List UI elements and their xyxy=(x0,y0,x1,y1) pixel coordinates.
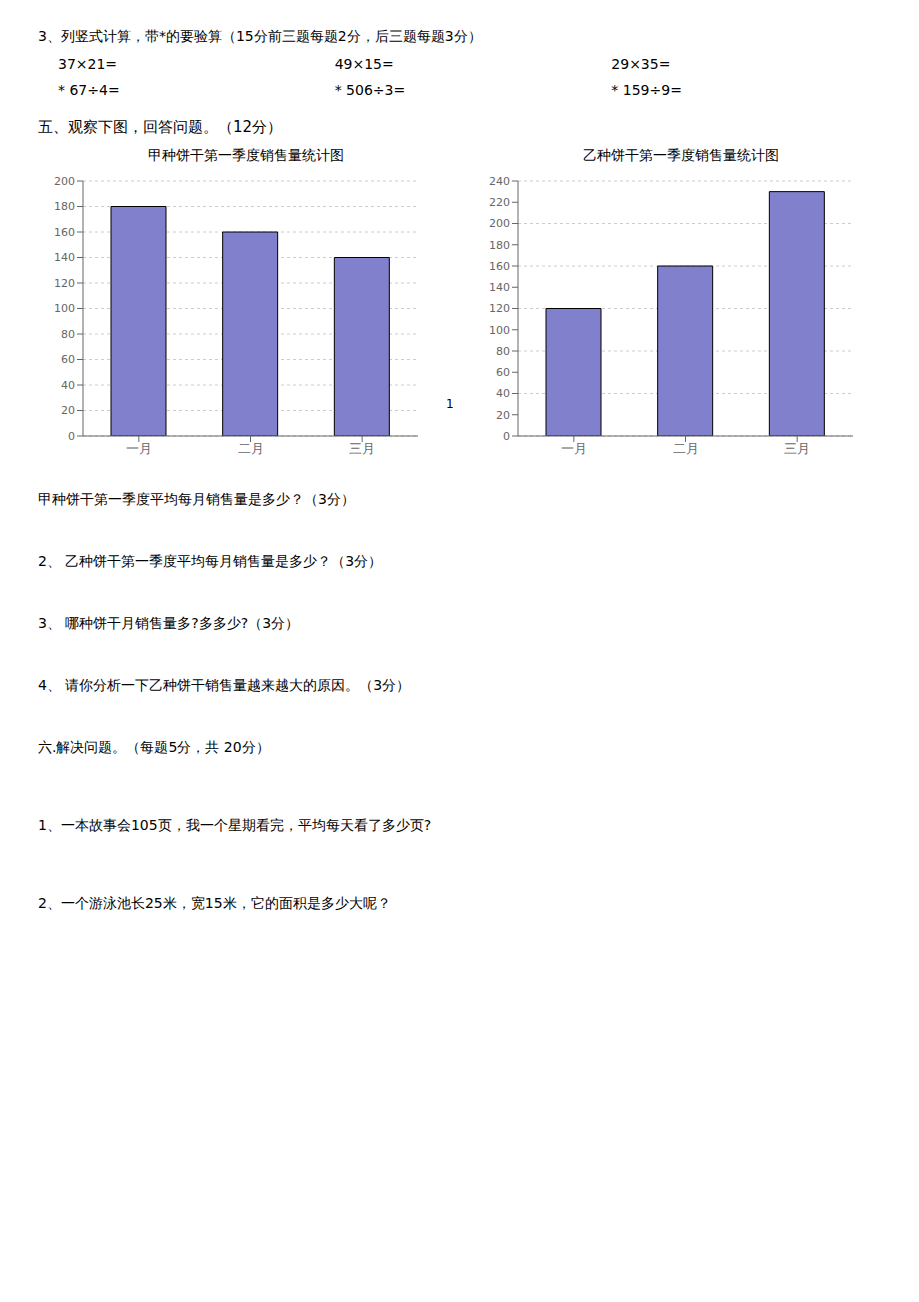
html-text:* 506÷3=: * 506÷3= xyxy=(334,82,406,98)
html-text:4、 请你分析一下乙种饼干销售量越来越大的原因。（3分）: 4、 请你分析一下乙种饼干销售量越来越大的原因。（3分） xyxy=(38,677,411,693)
svg-text:100: 100 xyxy=(489,324,510,337)
svg-text:200: 200 xyxy=(489,217,510,230)
svg-text:240: 240 xyxy=(489,175,510,188)
html-text:2、 乙种饼干第一季度平均每月销售量是多少？（3分）: 2、 乙种饼干第一季度平均每月销售量是多少？（3分） xyxy=(38,553,383,569)
svg-text:60: 60 xyxy=(496,366,510,379)
html-text:五、观察下图，回答问题。（12分）: 五、观察下图，回答问题。（12分） xyxy=(38,118,283,136)
html-text:六.解决问题。（每题 5分，共 20分）: 六.解决问题。（每题 5分，共 20分） xyxy=(38,739,270,755)
html-text:* 67÷4=: * 67÷4= xyxy=(58,82,120,98)
svg-text:220: 220 xyxy=(489,196,510,209)
html-text:49×15=: 49×15= xyxy=(334,56,394,72)
svg-text:三月: 三月 xyxy=(349,441,375,456)
svg-text:140: 140 xyxy=(489,281,510,294)
svg-text:20: 20 xyxy=(496,409,510,422)
svg-text:三月: 三月 xyxy=(784,441,810,456)
svg-text:80: 80 xyxy=(61,328,75,341)
html-text:* 159÷9=: * 159÷9= xyxy=(611,82,682,98)
html-text:甲种饼干第一季度销售量统计图: 甲种饼干第一季度销售量统计图 xyxy=(147,147,344,163)
svg-text:40: 40 xyxy=(496,387,510,400)
svg-text:140: 140 xyxy=(54,251,75,264)
svg-text:0: 0 xyxy=(503,430,510,443)
svg-text:一月: 一月 xyxy=(561,441,587,456)
svg-text:120: 120 xyxy=(489,302,510,315)
svg-text:60: 60 xyxy=(61,353,75,366)
svg-text:一月: 一月 xyxy=(126,441,152,456)
svg-text:0: 0 xyxy=(68,430,75,443)
svg-text:200: 200 xyxy=(54,175,75,188)
svg-text:160: 160 xyxy=(54,226,75,239)
svg-text:120: 120 xyxy=(54,277,75,290)
html-text:29×35=: 29×35= xyxy=(611,56,671,72)
html-text:3、列竖式计算，带*的要验算（15分前三题每题 2分，后三题: 3、列竖式计算，带*的要验算（15分前三题每题 2分，后三题每题 3分） xyxy=(38,28,482,44)
svg-text:100: 100 xyxy=(54,302,75,315)
html-text:乙种饼干第一季度销售量统计图: 乙种饼干第一季度销售量统计图 xyxy=(582,147,779,163)
svg-text:160: 160 xyxy=(489,260,510,273)
html-text:甲种饼干第一季度平均每月销售量是多少？（3分）: 甲种饼干第一季度平均每月销售量是多少？（3分） xyxy=(38,491,355,507)
html-text:2、一个游泳池长25米，宽15米，它的面积是多少大呢？: 2、一个游泳池长25米，宽15米，它的面积是多少大呢？ xyxy=(38,895,391,911)
svg-text:180: 180 xyxy=(489,239,510,252)
svg-text:二月: 二月 xyxy=(238,441,264,456)
html-text:3、 哪种饼干月销售量多?多多少?（3分）: 3、 哪种饼干月销售量多?多多少?（3分） xyxy=(38,615,300,631)
svg-text:40: 40 xyxy=(61,379,75,392)
html-text:1、一本故事会105页，我一个星期看完，平均每天看了多少页?: 1、一本故事会105页，我一个星期看完，平均每天看了多少页? xyxy=(38,817,432,833)
svg-text:80: 80 xyxy=(496,345,510,358)
html-text:37×21=: 37×21= xyxy=(58,56,118,72)
svg-text:20: 20 xyxy=(61,404,75,417)
html-text:1: 1 xyxy=(446,397,454,411)
svg-text:180: 180 xyxy=(54,200,75,213)
svg-text:二月: 二月 xyxy=(673,441,699,456)
